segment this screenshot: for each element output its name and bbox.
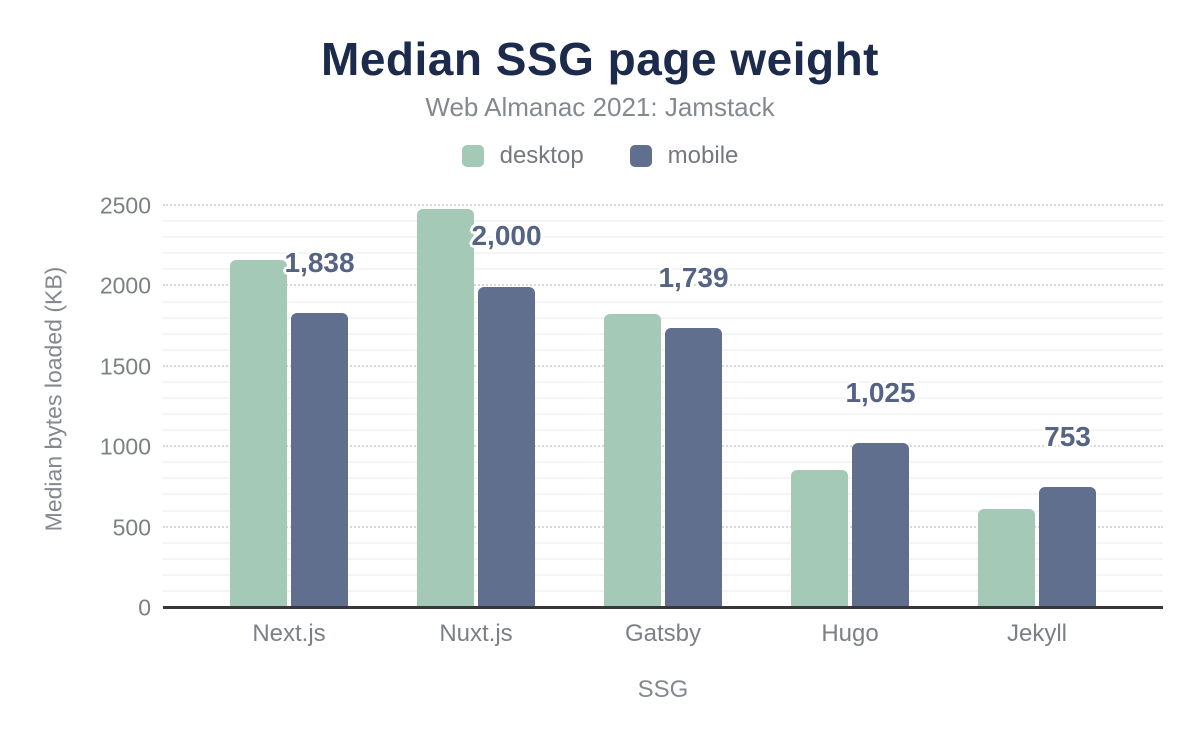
legend-swatch-desktop-icon [461,145,484,167]
minor-gridline-2200 [163,252,1163,255]
minor-gridline-2300 [163,236,1163,239]
x-tick-label-Gatsby: Gatsby [624,620,702,647]
bar-desktop-Hugo [791,470,848,608]
bar-mobile-Nuxt.js [478,286,535,608]
minor-gridline-1600 [163,348,1163,351]
minor-gridline-400 [163,541,1163,544]
major-gridline-500 [163,525,1163,528]
x-tick-label-Next.js: Next.js [252,620,326,647]
value-label-mobile-Nuxt.js: 2,000 [471,220,542,252]
minor-gridline-700 [163,493,1163,496]
bar-mobile-Gatsby [665,328,722,608]
bar-groups: 1,838 Next.js 2,000 Nuxt.js 1,739 Gatsby 1,025… [163,190,1163,647]
legend-item-desktop[interactable]: desktop [461,142,584,170]
chart-subtitle: Web Almanac 2021: Jamstack [425,92,775,122]
x-tick-label-Hugo: Hugo [821,620,879,647]
bar-group-Next.js: 1,838 Next.js [196,190,383,647]
bar-group-Jekyll: 753 Jekyll [944,190,1131,647]
minor-gridline-1700 [163,332,1163,335]
legend-item-mobile[interactable]: mobile [629,142,739,170]
y-tick-label-2500: 2500 [99,192,151,219]
y-axis-title: Median bytes loaded (KB) [40,266,67,532]
bar-desktop-Jekyll [978,509,1035,608]
minor-gridline-1300 [163,397,1163,399]
y-tick-label-1000: 1000 [99,433,151,460]
y-tick-label-500: 500 [112,514,151,541]
y-tick-label-1500: 1500 [99,353,151,380]
x-tick-label-Jekyll: Jekyll [1006,620,1067,647]
value-label-mobile-Gatsby: 1,739 [658,262,729,294]
minor-gridline-100 [163,589,1163,592]
minor-gridline-300 [163,557,1163,560]
minor-gridline-800 [163,477,1163,480]
minor-gridline-900 [163,461,1163,464]
value-label-mobile-Jekyll: 753 [1044,420,1091,452]
bar-mobile-Hugo [852,443,909,608]
minor-gridline-1200 [163,413,1163,416]
major-gridline-1000 [163,445,1163,448]
minor-gridline-1900 [163,300,1163,303]
legend: desktop mobile [0,142,1200,170]
legend-label-desktop: desktop [499,142,584,169]
major-gridline-1500 [163,364,1163,367]
value-label-mobile-Next.js: 1,838 [284,246,355,278]
major-gridline-2000 [163,284,1163,287]
legend-swatch-mobile-icon [629,145,652,167]
bar-group-Nuxt.js: 2,000 Nuxt.js [383,190,570,647]
minor-gridline-1100 [163,429,1163,432]
bar-desktop-Next.js [230,259,287,608]
y-tick-label-0: 0 [138,594,151,621]
bar-desktop-Nuxt.js [417,208,474,608]
chart-title: Median SSG page weight [321,33,879,85]
bar-mobile-Next.js [291,312,348,608]
minor-gridline-1400 [163,380,1163,383]
x-axis-line [163,606,1163,609]
minor-gridline-200 [163,573,1163,576]
minor-gridline-1800 [163,316,1163,319]
major-gridline-2500 [163,204,1163,207]
plot-area: 0 500 1000 1500 2000 2500 1,838 Next.js 2,000 Nu… [100,190,1163,647]
x-tick-label-Nuxt.js: Nuxt.js [439,620,513,647]
y-tick-label-2000: 2000 [99,272,151,299]
bar-desktop-Gatsby [604,313,661,608]
bar-group-Hugo: 1,025 Hugo [757,190,944,647]
bar-group-Gatsby: 1,739 Gatsby [570,190,757,647]
legend-label-mobile: mobile [667,142,739,169]
value-label-mobile-Hugo: 1,025 [845,377,916,409]
minor-gridline-2100 [163,268,1163,271]
x-axis-title: SSG [637,676,689,703]
bar-mobile-Jekyll [1039,486,1096,608]
minor-gridline-2400 [163,220,1163,223]
minor-gridline-600 [163,509,1163,512]
